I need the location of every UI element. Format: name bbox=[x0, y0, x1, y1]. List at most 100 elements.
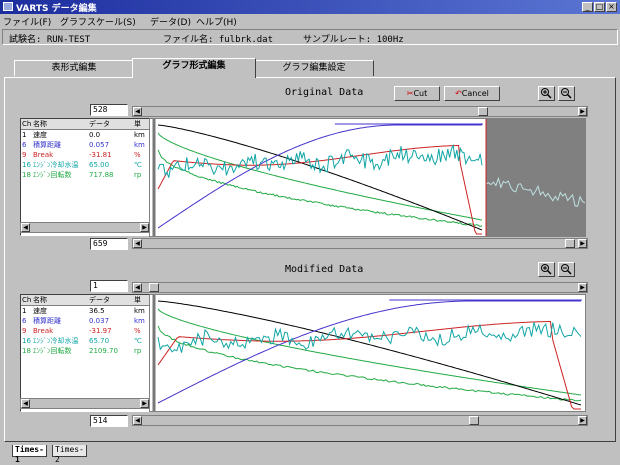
scroll-right-icon[interactable]: ▶ bbox=[578, 416, 587, 425]
original-title: Original Data bbox=[285, 87, 363, 98]
cell-ch: 1 bbox=[22, 306, 32, 316]
cell-name: ｴﾝｼﾞﾝ冷却水温 bbox=[33, 160, 88, 170]
modified-channel-table: Ch 名称 データ単 1 速度 36.5 km 6 積算距離 0.037 km 9 Break -31.9… bbox=[20, 294, 150, 412]
cut-region bbox=[486, 119, 585, 236]
trace-water-temp bbox=[158, 322, 581, 352]
table-row[interactable]: 1 速度 0.0 km bbox=[21, 130, 149, 140]
cell-unit: rp bbox=[134, 170, 150, 180]
table-row[interactable]: 6 積算距離 0.037 km bbox=[21, 316, 149, 326]
original-bottom-scrollbar[interactable]: ◀ ▶ bbox=[132, 238, 588, 249]
trace-speed bbox=[158, 301, 581, 405]
modified-plot[interactable] bbox=[149, 294, 586, 412]
modified-bottom-scrollbar[interactable]: ◀ ▶ bbox=[132, 415, 588, 426]
original-end-index[interactable]: 659 bbox=[90, 238, 128, 250]
menu-bar: ファイル(F) グラフスケール(S) データ(D) ヘルプ(H) bbox=[0, 14, 620, 27]
undo-icon: ↶ bbox=[455, 89, 462, 98]
scroll-right-icon[interactable]: ▶ bbox=[578, 283, 587, 292]
tab-graph-edit[interactable]: グラフ形式編集 bbox=[132, 58, 256, 78]
column-header: 名称 bbox=[33, 119, 88, 129]
original-top-scrollbar[interactable]: ◀ ▶ bbox=[132, 106, 588, 117]
zoom-in-icon[interactable] bbox=[538, 86, 555, 101]
cell-unit: km bbox=[134, 130, 150, 140]
app-icon bbox=[3, 2, 13, 11]
scroll-thumb[interactable] bbox=[478, 107, 488, 116]
table-row[interactable]: 18 ｴﾝｼﾞﾝ回転数 717.88 rp bbox=[21, 170, 149, 180]
cell-name: Break bbox=[33, 326, 88, 336]
cell-name: ｴﾝｼﾞﾝ回転数 bbox=[33, 346, 88, 356]
table-row[interactable]: 1 速度 36.5 km bbox=[21, 306, 149, 316]
scroll-left-icon[interactable]: ◀ bbox=[133, 416, 142, 425]
cell-ch: 16 bbox=[22, 336, 32, 346]
cell-ch: 9 bbox=[22, 150, 32, 160]
menu-help[interactable]: ヘルプ(H) bbox=[196, 15, 237, 28]
scroll-left-icon[interactable]: ◀ bbox=[133, 239, 142, 248]
original-chart-svg bbox=[150, 119, 585, 236]
sheet-tab-times-2[interactable]: Times-2 bbox=[52, 445, 87, 457]
cell-unit: ℃ bbox=[134, 160, 150, 170]
cell-value: 36.5 bbox=[89, 306, 133, 316]
trace-distance bbox=[158, 125, 482, 228]
cell-unit: rp bbox=[134, 346, 150, 356]
cancel-button[interactable]: ↶Cancel bbox=[444, 86, 500, 101]
table-row[interactable]: 9 Break -31.97% bbox=[21, 326, 149, 336]
table-row[interactable]: 18 ｴﾝｼﾞﾝ回転数 2109.70 rp bbox=[21, 346, 149, 356]
table-row[interactable]: 16 ｴﾝｼﾞﾝ冷却水温 65.00 ℃ bbox=[21, 160, 149, 170]
cell-unit: km bbox=[134, 316, 150, 326]
scroll-thumb[interactable] bbox=[469, 416, 479, 425]
scroll-right-icon[interactable]: ▶ bbox=[578, 107, 587, 116]
modified-start-index[interactable]: 1 bbox=[90, 280, 128, 292]
cell-value: 0.0 bbox=[89, 130, 133, 140]
trace-rpm-alt bbox=[158, 309, 581, 395]
original-channel-table: Ch 名称 データ 単 1 速度 0.0 km 6 積算距離 0.057 km 9 Break -31.81… bbox=[20, 118, 150, 236]
modified-table-scrollbar[interactable]: ◀ ▶ bbox=[20, 398, 150, 409]
scroll-left-icon[interactable]: ◀ bbox=[133, 107, 142, 116]
table-scroll-right-icon[interactable]: ▶ bbox=[140, 399, 149, 408]
cut-button[interactable]: ✂Cut bbox=[394, 86, 440, 101]
trace-distance bbox=[158, 301, 581, 403]
cell-name: 積算距離 bbox=[33, 316, 88, 326]
menu-data[interactable]: データ(D) bbox=[150, 15, 191, 28]
scroll-right-icon[interactable]: ▶ bbox=[578, 239, 587, 248]
scroll-thumb[interactable] bbox=[565, 239, 575, 248]
modified-top-scrollbar[interactable]: ◀ ▶ bbox=[132, 282, 588, 293]
scroll-thumb[interactable] bbox=[149, 283, 159, 292]
zoom-in-icon[interactable] bbox=[538, 262, 555, 277]
sheet-tab-times-1[interactable]: Times-1 bbox=[12, 445, 47, 457]
trace-break bbox=[158, 146, 482, 235]
cell-ch: 18 bbox=[22, 346, 32, 356]
scroll-left-icon[interactable]: ◀ bbox=[133, 283, 142, 292]
modified-end-index[interactable]: 514 bbox=[90, 415, 128, 427]
tab-table-edit[interactable]: 表形式編集 bbox=[14, 60, 134, 76]
table-header: Ch 名称 データ 単 bbox=[21, 119, 149, 130]
tab-graph-settings[interactable]: グラフ編集設定 bbox=[254, 60, 374, 76]
original-plot[interactable] bbox=[149, 118, 586, 237]
table-row[interactable]: 16 ｴﾝｼﾞﾝ冷却水温 65.70 ℃ bbox=[21, 336, 149, 346]
minimize-button[interactable]: _ bbox=[582, 2, 593, 12]
table-row[interactable]: 6 積算距離 0.057 km bbox=[21, 140, 149, 150]
cell-value: 0.037 bbox=[89, 316, 133, 326]
original-start-index[interactable]: 528 bbox=[90, 104, 128, 116]
cut-label: Cut bbox=[413, 89, 427, 98]
cell-value: 0.057 bbox=[89, 140, 133, 150]
table-row[interactable]: 9 Break -31.81% bbox=[21, 150, 149, 160]
file-info-bar: 試験名: RUN-TEST ファイル名: fulbrk.dat サンプルレート:… bbox=[2, 29, 618, 45]
close-button[interactable]: × bbox=[606, 2, 617, 12]
cell-name: Break bbox=[33, 150, 88, 160]
maximize-button[interactable]: □ bbox=[594, 2, 605, 12]
file-name: ファイル名: fulbrk.dat bbox=[163, 32, 273, 45]
zoom-out-icon[interactable] bbox=[558, 262, 575, 277]
menu-file[interactable]: ファイル(F) bbox=[3, 15, 51, 28]
menu-graph-scale[interactable]: グラフスケール(S) bbox=[60, 15, 136, 28]
table-scroll-right-icon[interactable]: ▶ bbox=[140, 223, 149, 232]
trace-rpm-alt bbox=[158, 133, 482, 220]
modified-title: Modified Data bbox=[285, 264, 363, 275]
cell-ch: 1 bbox=[22, 130, 32, 140]
zoom-out-icon[interactable] bbox=[558, 86, 575, 101]
table-scroll-left-icon[interactable]: ◀ bbox=[21, 223, 30, 232]
column-header: 単 bbox=[134, 295, 150, 305]
cell-value: 2109.70 bbox=[89, 346, 133, 356]
table-scroll-left-icon[interactable]: ◀ bbox=[21, 399, 30, 408]
cell-name: 速度 bbox=[33, 306, 88, 316]
original-table-scrollbar[interactable]: ◀ ▶ bbox=[20, 222, 150, 233]
table-header: Ch 名称 データ 単 bbox=[21, 295, 149, 306]
